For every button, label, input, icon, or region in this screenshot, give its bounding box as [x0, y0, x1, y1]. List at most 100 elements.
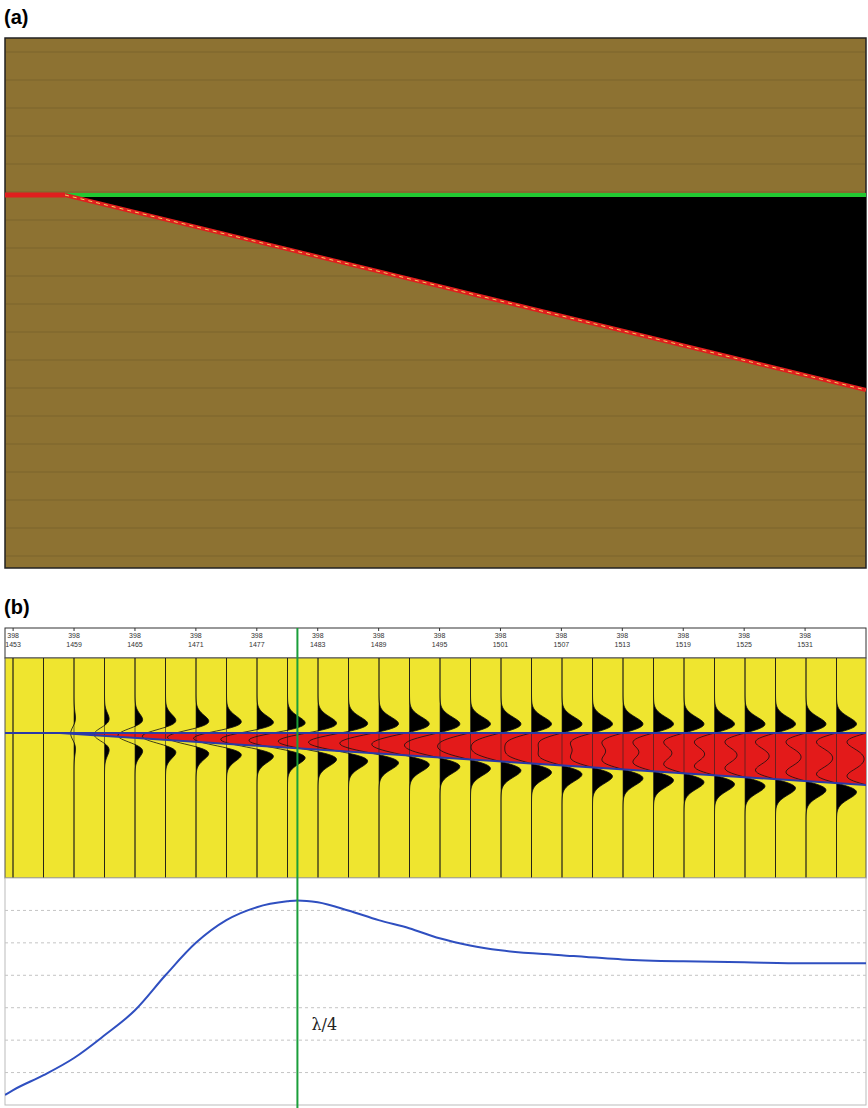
- header-background: [5, 628, 866, 658]
- seismic-section: [5, 658, 866, 878]
- horizon-top: [5, 732, 866, 734]
- trace-baseline: [13, 658, 14, 878]
- header-tick: [256, 628, 257, 631]
- trace-fill: [13, 658, 14, 878]
- model-layer-line: [6, 500, 865, 501]
- header-trace-label: 1483: [310, 641, 326, 648]
- model-layer-line: [6, 164, 865, 165]
- header-tick: [805, 628, 806, 631]
- trace-fill: [440, 658, 460, 878]
- trace-baseline: [43, 658, 44, 878]
- trace-fill: [715, 658, 735, 878]
- model-layer-line: [6, 388, 865, 389]
- header-line-label: 398: [251, 632, 263, 639]
- trace-wiggle: [71, 658, 76, 878]
- trace-wiggle: [278, 658, 336, 878]
- grid-line: [5, 1040, 866, 1041]
- model-layer-line: [6, 472, 865, 473]
- header-line-label: 398: [799, 632, 811, 639]
- header-tick: [500, 628, 501, 631]
- trace-fill: [349, 658, 368, 878]
- header-trace-label: 1489: [371, 641, 387, 648]
- trace-wiggle: [538, 658, 582, 878]
- header-tick: [439, 628, 440, 631]
- annotation-line: [296, 628, 298, 1108]
- header-tick: [74, 628, 75, 631]
- model-layer-line: [6, 556, 865, 557]
- trace-fill: [532, 658, 552, 878]
- header-line-label: 398: [68, 632, 80, 639]
- trace-fill: [166, 658, 176, 878]
- header-trace-label: 1507: [554, 641, 570, 648]
- grid-line: [5, 942, 866, 943]
- header-line-label: 398: [190, 632, 202, 639]
- header-line-label: 398: [677, 632, 689, 639]
- header-line-label: 398: [495, 632, 507, 639]
- model-layer-line: [6, 444, 865, 445]
- trace-wiggle: [816, 658, 856, 878]
- header-tick: [561, 628, 562, 631]
- trace-wiggle: [13, 658, 14, 878]
- plot-frame: [5, 878, 866, 1105]
- trace-wiggle: [438, 658, 491, 878]
- trace-wiggle: [694, 658, 734, 878]
- header-trace-label: 1471: [188, 641, 204, 648]
- plot-marks: [5, 900, 866, 1095]
- model-layer-line: [6, 136, 865, 137]
- header-tick: [622, 628, 623, 631]
- trace-wiggle: [404, 658, 459, 878]
- header-trace-label: 1477: [249, 641, 265, 648]
- header-trace-label: 1501: [493, 641, 509, 648]
- trace-fill: [288, 658, 306, 878]
- header-tick: [317, 628, 318, 631]
- trace-wiggle: [221, 658, 274, 878]
- header-line-label: 398: [129, 632, 141, 639]
- header-trace-label: 1525: [736, 641, 752, 648]
- amplitude-line: [5, 900, 866, 1095]
- grid-line: [5, 1072, 866, 1073]
- trace-fill: [43, 658, 44, 878]
- header-trace-label: 1453: [5, 641, 21, 648]
- model-layer-line: [6, 52, 865, 53]
- header-tick: [378, 628, 379, 631]
- trace-fill: [654, 658, 674, 878]
- header-trace-label: 1459: [66, 641, 82, 648]
- trace-wiggle: [194, 658, 242, 878]
- header-tick: [195, 628, 196, 631]
- trace-wiggle: [340, 658, 399, 878]
- trace-wiggle: [309, 658, 368, 878]
- wedge-model: [5, 38, 866, 568]
- header-line-label: 398: [7, 632, 19, 639]
- trace-fill: [837, 658, 857, 878]
- header-line-label: 398: [373, 632, 385, 639]
- trace-fill: [379, 658, 399, 878]
- trace-wiggle: [786, 658, 826, 878]
- trace-fill: [257, 658, 273, 878]
- trace-fill: [196, 658, 209, 878]
- grid-line: [5, 1007, 866, 1008]
- header-tick: [13, 628, 14, 631]
- trace-wiggle: [142, 658, 176, 878]
- trace-wiggle: [168, 658, 209, 878]
- trace-fill: [318, 658, 337, 878]
- header-tick: [683, 628, 684, 631]
- trace-header: 3981453398145939814653981471398147739814…: [5, 628, 866, 658]
- grid-line: [5, 910, 866, 911]
- model-background: [5, 38, 866, 568]
- trace-wiggle: [664, 658, 704, 878]
- header-line-label: 398: [434, 632, 446, 639]
- wedge-base: [65, 195, 866, 390]
- trace-wiggle: [505, 658, 552, 878]
- grid-line: [5, 975, 866, 976]
- wedge-top: [65, 193, 866, 197]
- trace-fill: [776, 658, 796, 878]
- trace-wiggle: [43, 658, 44, 878]
- header-line-label: 398: [616, 632, 628, 639]
- annotation-label: λ/4: [311, 1015, 337, 1034]
- header-trace-label: 1495: [432, 641, 448, 648]
- model-layer-line: [6, 192, 865, 193]
- trace-fill: [135, 658, 143, 878]
- trace-wiggle: [118, 658, 143, 878]
- model-layer-line: [6, 80, 865, 81]
- model-layer-line: [6, 528, 865, 529]
